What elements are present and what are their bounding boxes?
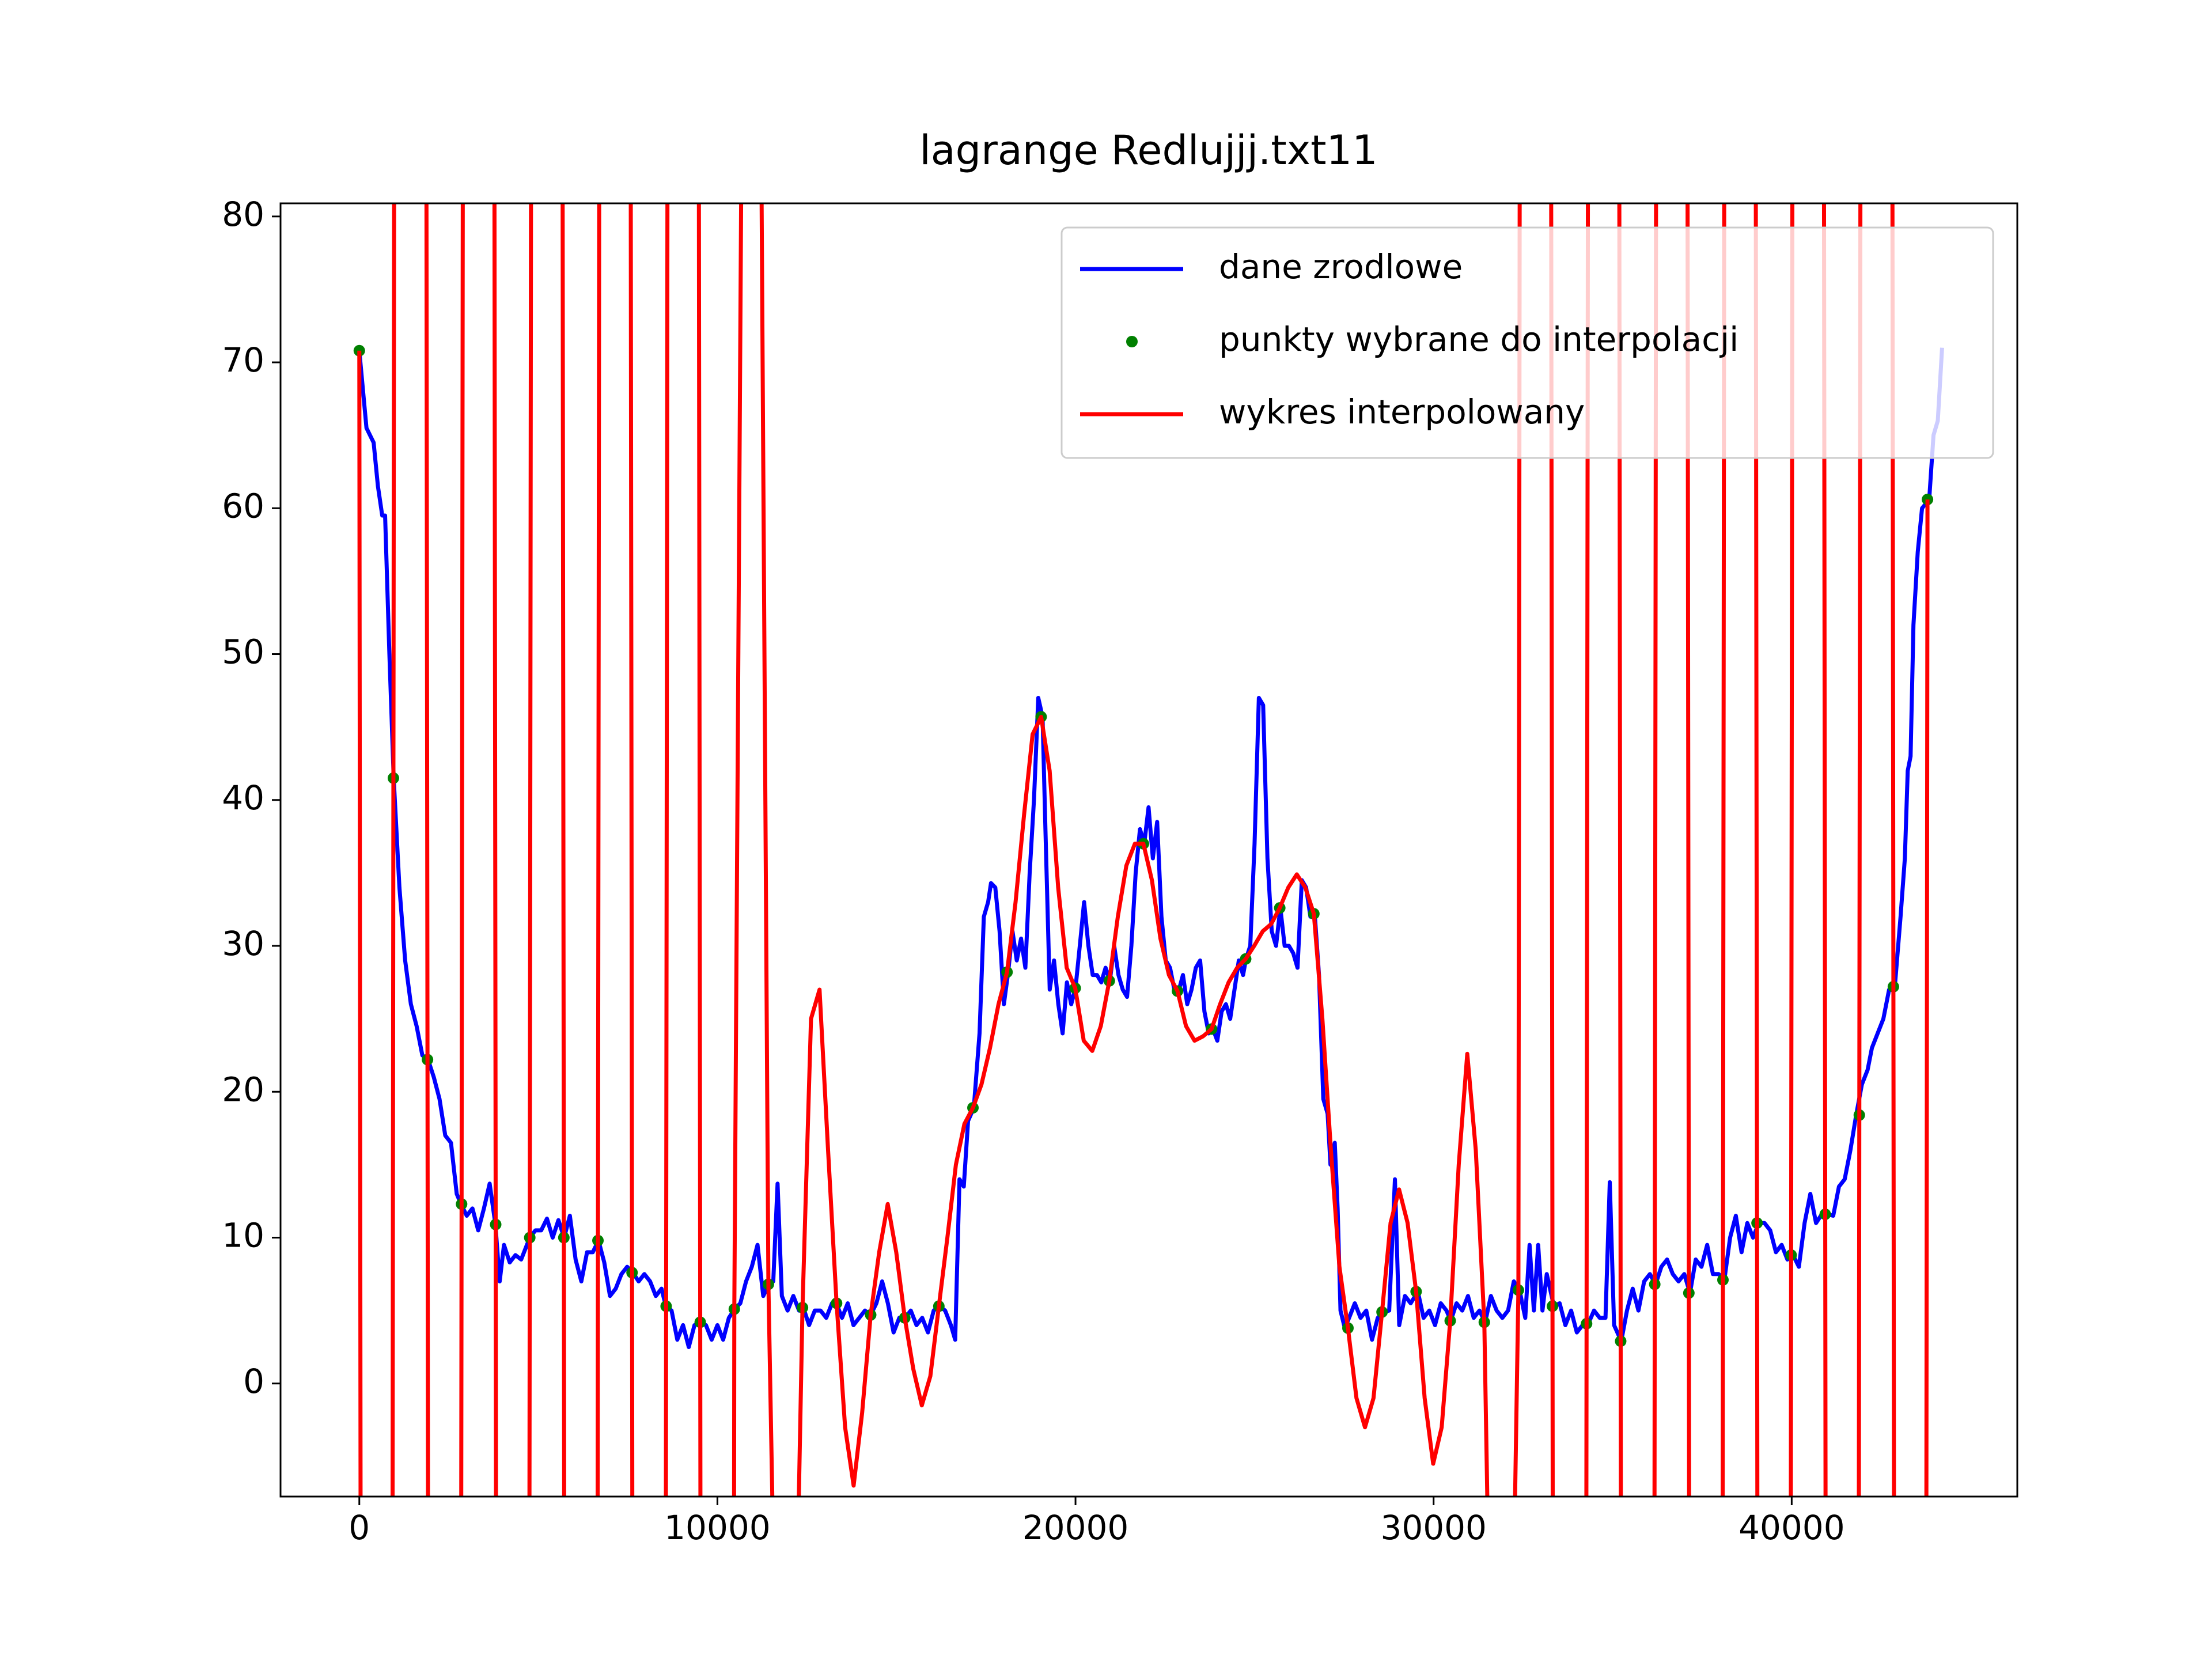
data-point <box>353 344 365 357</box>
legend-label: punkty wybrane do interpolacji <box>1219 320 1738 359</box>
y-tick-label: 50 <box>222 632 264 672</box>
legend-box <box>1060 226 1994 459</box>
y-tick-label: 40 <box>222 778 264 817</box>
plot-area <box>353 203 1944 1497</box>
axes-frame <box>279 202 2018 1498</box>
y-tick-label: 80 <box>222 195 264 234</box>
y-tick-label: 0 <box>243 1362 264 1401</box>
x-tick-label: 10000 <box>664 1508 771 1547</box>
legend-label: wykres interpolowany <box>1219 392 1585 431</box>
y-tick-label: 70 <box>222 340 264 380</box>
y-tick-label: 30 <box>222 924 264 963</box>
series-line <box>357 203 1930 1497</box>
x-tick-label: 30000 <box>1380 1508 1487 1547</box>
chart-title: lagrange Redlujjj.txt11 <box>919 127 1377 174</box>
legend-label: dane zrodlowe <box>1219 247 1463 286</box>
y-tick-label: 10 <box>222 1216 264 1255</box>
legend-marker <box>1126 336 1138 347</box>
y-tick-label: 60 <box>222 486 264 525</box>
x-tick-label: 40000 <box>1738 1508 1845 1547</box>
x-tick-label: 0 <box>349 1508 370 1547</box>
x-tick-label: 20000 <box>1022 1508 1129 1547</box>
y-tick-label: 20 <box>222 1070 264 1109</box>
series-line <box>357 347 1944 1349</box>
